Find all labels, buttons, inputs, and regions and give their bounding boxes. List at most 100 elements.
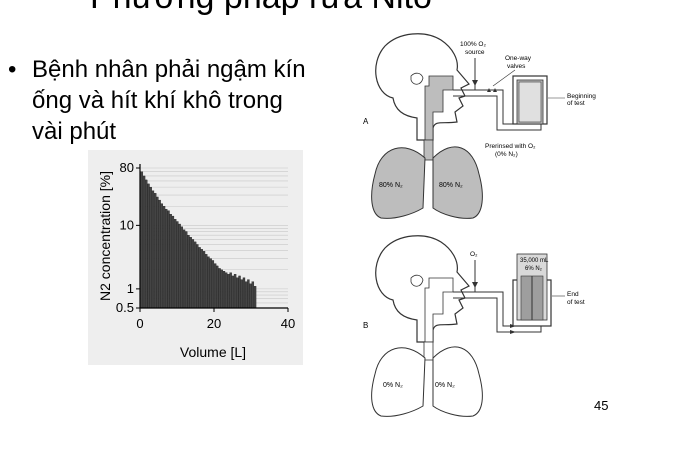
right-lung-a-label: 80% N₂ [439, 182, 463, 189]
o2-label-b: O₂ [470, 251, 478, 258]
tube-a-inner [453, 95, 542, 131]
left-lung-a-label: 80% N₂ [379, 182, 403, 189]
chart-bars [140, 171, 257, 309]
chart-bar [251, 281, 255, 309]
valves-pointer [492, 69, 516, 87]
beginning-line-2: of test [567, 100, 585, 107]
chart-bar [238, 275, 241, 309]
right-lung-b [432, 346, 483, 417]
prerinse-line-2: (0% N₂) [495, 151, 518, 158]
valve-icon [487, 88, 491, 92]
chart-bar [220, 269, 223, 309]
valves-line-2: valves [507, 63, 526, 70]
chart-bar [178, 223, 181, 309]
chart-bar [185, 231, 188, 309]
chart-bar [160, 203, 163, 309]
arrow-down-icon [472, 282, 478, 288]
chart-bar [171, 215, 175, 309]
chart-bar [242, 277, 246, 309]
prerinse-line-1: Prerinsed with O₂ [485, 143, 536, 150]
y-tick-label: 1 [127, 281, 134, 296]
bullet-line-1: Bệnh nhân phải ngậm kín [32, 56, 306, 83]
x-tick-label: 0 [136, 316, 143, 331]
chart-bar [162, 206, 166, 309]
chart-bar [216, 265, 219, 309]
chart-bar [240, 279, 243, 309]
left-lung-b [371, 347, 426, 417]
chart-bar [218, 268, 221, 309]
x-ticks: 0 20 40 [136, 308, 295, 331]
chart-bar [245, 281, 248, 309]
chart-bar [231, 275, 235, 309]
chart-bar [236, 277, 239, 309]
chart-bar [229, 272, 232, 309]
chart-bar [187, 235, 190, 309]
chart-bar [169, 214, 172, 309]
spirometer-a-inner [518, 81, 542, 123]
y-ticks: 0.5 1 10 80 [116, 160, 140, 315]
valve-icon [493, 88, 497, 92]
bullet-text: Bệnh nhân phải ngậm kín ống và hít khí k… [32, 54, 352, 147]
right-lung-b-label: 0% N₂ [435, 382, 455, 389]
bullet-icon: • [8, 56, 17, 83]
trachea-b [423, 341, 434, 361]
trachea-a [423, 139, 434, 161]
spirometer-b-volume: 35,000 mL [520, 258, 549, 264]
chart-bar [158, 199, 161, 309]
ear-a-icon [410, 72, 424, 85]
bullet-line-3: vài phút [32, 118, 117, 145]
chart-bar [154, 193, 157, 309]
chart-bar [213, 263, 217, 309]
o2-source-line-2: source [465, 49, 485, 56]
chart-bar [140, 171, 144, 309]
chart-bar [253, 286, 257, 309]
y-axis-label: N2 concentration [%] [97, 171, 113, 301]
slide-title: Phương pháp rửa Nito [90, 0, 432, 17]
chart-bar [145, 179, 148, 309]
chart-bar [222, 271, 226, 309]
chart-bar [225, 272, 228, 309]
chart-bar [233, 274, 237, 309]
chart-bar [196, 244, 199, 309]
chart-bar [189, 237, 192, 309]
chart-bar [227, 274, 230, 309]
arrow-right-icon [510, 330, 516, 334]
panel-b-label: B [363, 321, 368, 330]
chart-bar [200, 249, 203, 309]
x-tick-label: 20 [207, 316, 221, 331]
chart-bar [202, 251, 206, 309]
end-line-2: of test [567, 299, 585, 306]
ear-b-icon [410, 274, 424, 287]
head-a-outline [375, 33, 470, 141]
chart-bar [149, 186, 152, 309]
y-tick-label: 80 [120, 160, 134, 175]
y-tick-label: 0.5 [116, 300, 134, 315]
chart-bar [191, 239, 195, 309]
panel-a: A 80% N₂ 80% N₂ 100% O₂ source One-way v… [363, 33, 596, 219]
tube-b-inner [453, 297, 542, 333]
n2-washout-chart: 0.5 1 10 80 0 20 40 Volume [L] N2 concentrati… [88, 150, 303, 365]
x-tick-label: 40 [281, 316, 295, 331]
spirometer-b-concentration: 6% N₂ [525, 266, 543, 272]
y-tick-label: 10 [120, 217, 134, 232]
valves-line-1: One-way [505, 55, 532, 62]
chart-bar [193, 241, 197, 309]
chart-bar [207, 256, 210, 309]
x-axis-label: Volume [L] [180, 344, 246, 360]
beginning-line-1: Beginning [567, 93, 596, 100]
chart-bar [211, 260, 215, 309]
chart-bar [156, 196, 159, 309]
bullet-line-2: ống và hít khí khô trong [32, 87, 283, 114]
chart-bar [205, 254, 208, 309]
head-b-outline [375, 235, 470, 343]
chart-bar [151, 190, 155, 309]
end-line-1: End [567, 291, 579, 298]
chart-bar [165, 208, 168, 309]
chart-bar [167, 210, 170, 309]
nitrogen-washout-diagram: A 80% N₂ 80% N₂ 100% O₂ source One-way v… [363, 33, 596, 417]
left-lung-a [371, 147, 426, 219]
right-lung-a [432, 146, 483, 219]
chart-bar [147, 183, 150, 309]
chart-bar [249, 283, 252, 309]
airway-a [424, 75, 454, 141]
